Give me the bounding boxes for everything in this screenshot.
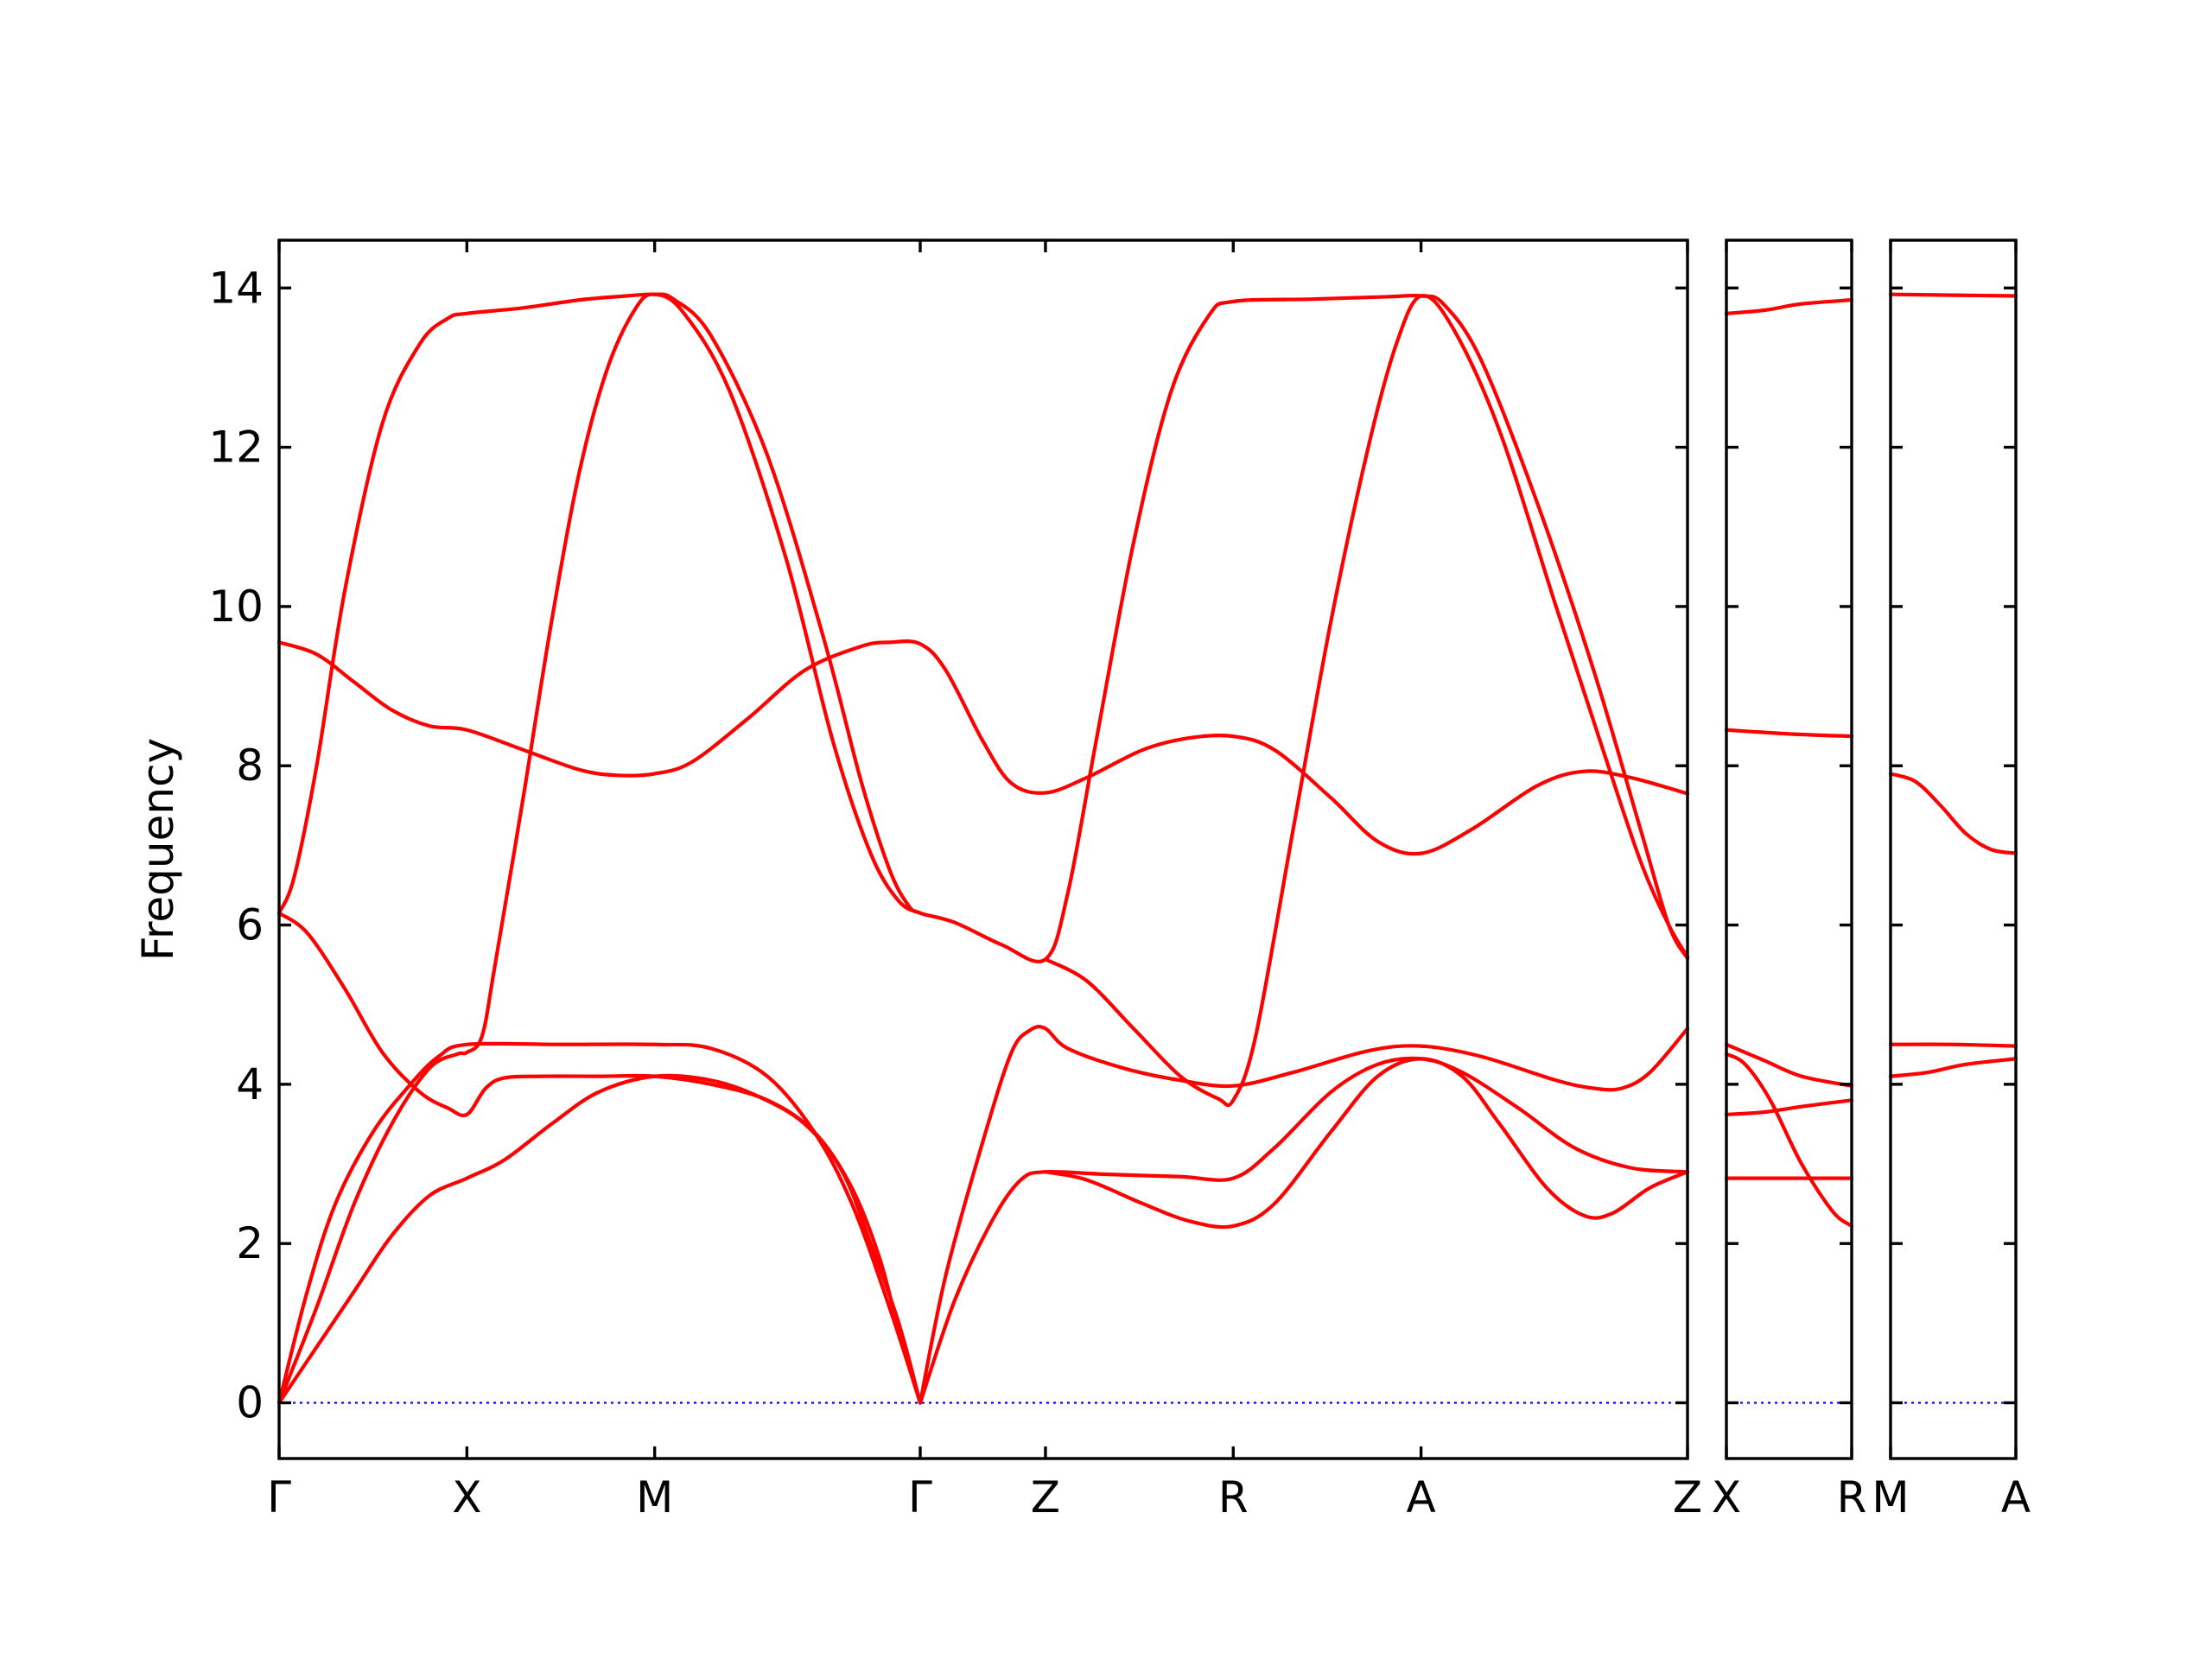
axis-frame-M-A	[1889, 238, 2018, 1460]
band-X-R-3	[1724, 1052, 1854, 1228]
x-tick-label-main-5: R	[1218, 1472, 1249, 1522]
x-tick-label-X-R-1: R	[1837, 1472, 1867, 1522]
band-M-A-1	[1888, 772, 2018, 855]
band-X-R-0	[1724, 298, 1854, 315]
y-tick-label-14: 14	[208, 263, 264, 313]
band-main-2	[276, 1041, 923, 1405]
x-tick-label-main-3: Γ	[908, 1472, 932, 1522]
band-main-7	[918, 1056, 1690, 1405]
x-tick-label-main-1: X	[452, 1472, 481, 1522]
x-tick-label-M-A-0: M	[1872, 1472, 1909, 1522]
band-main-5	[276, 639, 1690, 856]
band-M-A-2	[1888, 1042, 2018, 1048]
band-main-1	[276, 911, 923, 1405]
band-X-R-1	[1724, 728, 1854, 739]
band-main-0	[276, 292, 1690, 963]
band-M-A-0	[1888, 292, 2018, 298]
band-main-4	[276, 1073, 923, 1405]
x-tick-label-M-A-1: A	[2001, 1472, 2031, 1522]
x-tick-label-main-0: Γ	[267, 1472, 291, 1522]
band-M-A-3	[1888, 1057, 2018, 1078]
band-main-3	[276, 292, 923, 1405]
x-tick-label-main-2: M	[636, 1472, 673, 1522]
y-tick-label-2: 2	[236, 1218, 264, 1268]
y-tick-label-0: 0	[236, 1377, 264, 1427]
band-main-6	[918, 1025, 1690, 1405]
band-X-R-4	[1724, 1098, 1854, 1116]
axis-frame-main	[277, 238, 1689, 1460]
y-tick-label-8: 8	[236, 741, 264, 791]
y-tick-label-6: 6	[236, 900, 264, 950]
band-X-R-2	[1724, 1042, 1854, 1088]
axis-frame-X-R	[1725, 238, 1853, 1460]
x-tick-label-main-7: Z	[1673, 1472, 1702, 1522]
x-tick-label-X-R-0: X	[1712, 1472, 1741, 1522]
y-axis-label: Frequency	[133, 738, 183, 961]
band-main-8	[1043, 1057, 1690, 1230]
x-tick-label-main-4: Z	[1031, 1472, 1060, 1522]
y-tick-label-10: 10	[208, 582, 264, 632]
y-tick-label-12: 12	[208, 423, 264, 473]
band-main-9	[1043, 294, 1690, 1108]
y-tick-label-4: 4	[236, 1059, 264, 1109]
x-tick-label-main-6: A	[1406, 1472, 1435, 1522]
